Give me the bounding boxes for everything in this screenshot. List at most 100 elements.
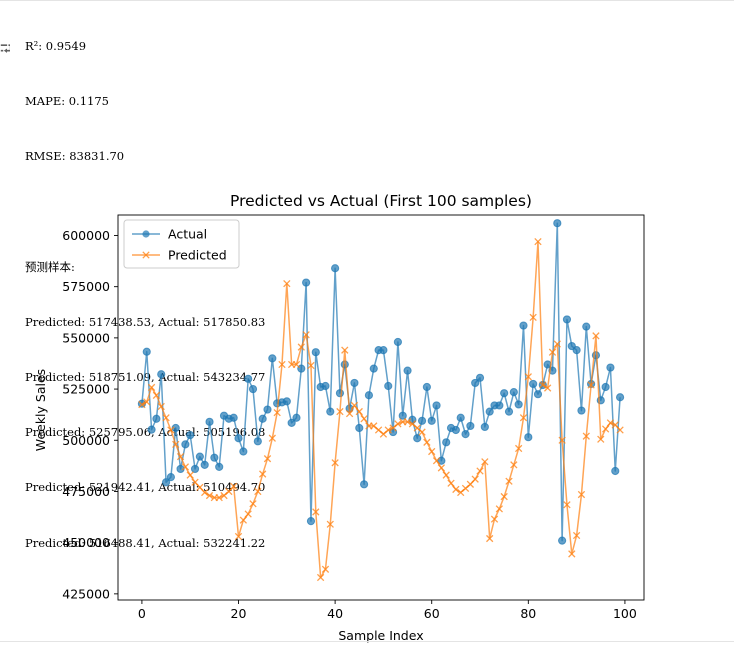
point-actual xyxy=(601,382,610,392)
point-actual xyxy=(524,433,533,442)
point-predicted xyxy=(577,490,586,499)
point-actual xyxy=(161,478,171,487)
point-actual xyxy=(244,374,253,383)
y-tick-label: 525000 xyxy=(62,382,110,397)
point-predicted xyxy=(273,408,281,417)
point-predicted xyxy=(543,384,552,392)
point-predicted xyxy=(138,400,146,409)
point-actual xyxy=(615,393,625,402)
point-actual xyxy=(432,401,441,410)
x-tick-label: 0 xyxy=(138,606,146,621)
point-predicted xyxy=(534,237,542,246)
x-tick-label: 40 xyxy=(327,606,343,621)
point-actual xyxy=(427,416,436,425)
point-predicted xyxy=(215,493,223,502)
point-predicted xyxy=(394,420,402,428)
point-actual xyxy=(355,423,364,433)
sample-line-1: Predicted: 517438.53, Actual: 517850.83 xyxy=(25,314,266,329)
point-actual xyxy=(417,416,427,425)
y-tick-label: 600000 xyxy=(62,228,110,243)
point-predicted xyxy=(437,464,446,472)
y-tick-label: 475000 xyxy=(62,484,110,499)
metric-r2: R²: 0.9549 xyxy=(25,38,87,53)
point-actual xyxy=(413,434,422,443)
point-actual xyxy=(495,401,504,410)
point-predicted xyxy=(176,452,185,461)
point-actual xyxy=(248,384,258,394)
point-actual xyxy=(152,414,161,423)
point-predicted xyxy=(597,435,605,443)
point-actual xyxy=(461,430,470,439)
point-actual xyxy=(200,460,209,469)
point-actual xyxy=(302,278,311,287)
point-actual xyxy=(471,378,480,388)
point-predicted xyxy=(582,432,590,440)
legend-box xyxy=(123,219,240,269)
point-actual xyxy=(509,388,518,397)
point-predicted xyxy=(505,477,513,485)
point-predicted xyxy=(350,401,359,410)
point-actual xyxy=(268,354,277,363)
point-actual xyxy=(311,348,320,357)
point-actual xyxy=(562,315,572,324)
point-actual xyxy=(611,466,620,476)
point-actual xyxy=(142,347,151,356)
point-predicted xyxy=(312,508,320,516)
series-predicted xyxy=(138,237,624,582)
point-actual xyxy=(326,407,335,416)
y-tick-label: 575000 xyxy=(62,279,110,294)
point-actual xyxy=(205,417,214,426)
point-predicted xyxy=(452,485,460,494)
metric-mape: MAPE: 0.1175 xyxy=(25,94,109,109)
point-predicted xyxy=(592,332,600,340)
point-predicted xyxy=(239,516,248,524)
point-predicted xyxy=(355,407,363,416)
point-predicted xyxy=(230,482,238,491)
output-toggle-icon[interactable]: ⮒ xyxy=(0,39,10,58)
legend-marker xyxy=(142,230,150,238)
point-actual xyxy=(504,407,514,416)
point-predicted xyxy=(336,407,344,416)
x-tick-label: 20 xyxy=(231,606,247,621)
point-predicted xyxy=(249,500,257,508)
point-predicted xyxy=(442,471,450,479)
point-predicted xyxy=(447,479,455,487)
point-actual xyxy=(514,400,523,409)
line-chart: Predicted vs Actual (First 100 samples) … xyxy=(33,192,645,643)
point-actual xyxy=(553,219,562,228)
point-actual xyxy=(253,437,262,446)
plot-frame xyxy=(117,214,645,601)
point-predicted xyxy=(331,459,339,467)
point-actual xyxy=(340,360,349,369)
point-predicted xyxy=(548,348,557,356)
point-actual xyxy=(475,373,485,382)
y-tick-label: 550000 xyxy=(62,330,110,345)
point-actual xyxy=(234,434,243,443)
point-predicted xyxy=(263,455,272,463)
point-predicted xyxy=(172,440,180,449)
point-predicted xyxy=(481,458,489,466)
point-predicted xyxy=(292,360,301,369)
point-predicted xyxy=(316,573,325,582)
point-predicted xyxy=(244,510,252,518)
point-actual xyxy=(331,264,340,273)
point-actual xyxy=(166,473,175,482)
point-actual xyxy=(321,381,330,391)
x-tick-label: 100 xyxy=(613,606,637,621)
point-actual xyxy=(403,366,412,375)
y-tick-label: 425000 xyxy=(62,586,110,601)
point-actual xyxy=(451,425,460,435)
point-predicted xyxy=(205,491,214,500)
point-actual xyxy=(157,370,166,379)
point-predicted xyxy=(476,467,484,475)
point-predicted xyxy=(495,505,503,513)
y-tick-label: 500000 xyxy=(62,433,110,448)
point-predicted xyxy=(297,343,305,351)
point-predicted xyxy=(519,414,528,422)
x-tick-label: 80 xyxy=(520,606,536,621)
legend-marker xyxy=(142,251,150,259)
point-predicted xyxy=(321,565,330,573)
point-predicted xyxy=(471,475,479,483)
point-actual xyxy=(442,438,451,447)
point-actual xyxy=(263,405,272,414)
